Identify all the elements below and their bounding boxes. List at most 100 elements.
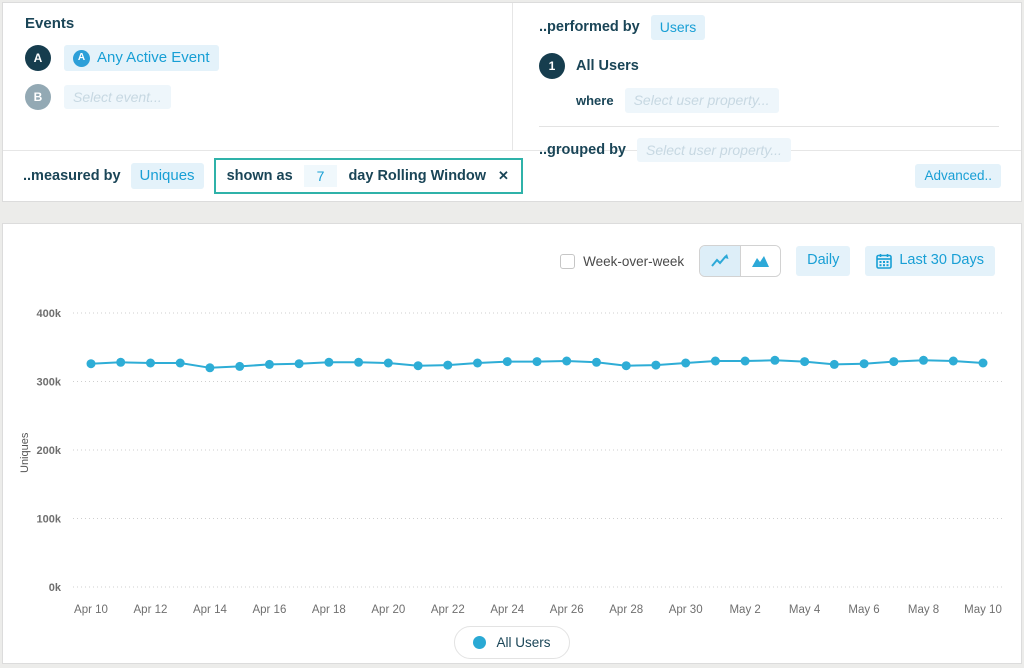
chart-area: Uniques 0k 100k 200k 300k 400k Apr 10 Apr 12 Ap…: [3, 285, 1021, 626]
data-point[interactable]: [264, 359, 274, 369]
data-point[interactable]: [889, 357, 899, 367]
svg-text:Apr 14: Apr 14: [193, 604, 227, 616]
data-point[interactable]: [175, 358, 185, 368]
performed-by-row: ..performed by Users: [539, 15, 999, 40]
chart-type-toggle: [699, 245, 782, 277]
legend-dot-icon: [473, 636, 487, 649]
svg-text:100k: 100k: [37, 514, 62, 526]
performed-by-selector[interactable]: Users: [650, 15, 706, 40]
data-point[interactable]: [502, 357, 512, 367]
svg-text:Apr 16: Apr 16: [252, 604, 286, 616]
grouped-by-selector[interactable]: Select user property...: [637, 137, 791, 163]
area-chart-toggle[interactable]: [740, 246, 781, 276]
user-group-badge: 1: [539, 52, 565, 79]
data-point[interactable]: [919, 355, 928, 365]
chart-host: 0k 100k 200k 300k 400k Apr 10 Apr 12 Apr 14 Apr …: [3, 285, 1021, 626]
data-point[interactable]: [324, 357, 334, 367]
svg-text:Apr 10: Apr 10: [74, 604, 108, 616]
measured-by-selector[interactable]: Uniques: [130, 163, 204, 189]
event-selector-b[interactable]: Select event...: [64, 84, 171, 110]
calendar-icon: [876, 253, 893, 269]
rolling-window-label: day Rolling Window: [348, 168, 487, 184]
svg-text:300k: 300k: [37, 377, 62, 389]
svg-text:Apr 12: Apr 12: [134, 604, 168, 616]
data-point[interactable]: [413, 361, 423, 371]
data-point[interactable]: [116, 357, 126, 367]
any-event-icon: A: [73, 49, 90, 67]
svg-text:May 6: May 6: [848, 604, 879, 616]
data-point[interactable]: [354, 357, 364, 367]
close-icon[interactable]: ✕: [498, 168, 509, 183]
data-point[interactable]: [859, 359, 869, 369]
svg-text:200k: 200k: [37, 445, 62, 457]
measured-by-label: ..measured by: [23, 168, 121, 184]
date-range-label: Last 30 Days: [899, 252, 984, 269]
svg-text:May 2: May 2: [729, 604, 760, 616]
events-title: Events: [25, 15, 75, 32]
svg-text:May 8: May 8: [908, 604, 939, 616]
data-point[interactable]: [978, 358, 988, 368]
advanced-button[interactable]: Advanced..: [915, 163, 1001, 189]
event-badge-a: A: [25, 45, 51, 71]
rolling-window-value-input[interactable]: 7: [303, 165, 338, 187]
data-point[interactable]: [86, 359, 96, 369]
data-point[interactable]: [294, 359, 304, 369]
grouped-by-label: ..grouped by: [539, 141, 626, 158]
svg-text:400k: 400k: [37, 308, 62, 320]
data-point[interactable]: [651, 360, 661, 370]
data-point[interactable]: [621, 361, 631, 371]
area-chart-icon: [751, 256, 769, 267]
event-selector-a[interactable]: A Any Active Event: [64, 45, 219, 71]
data-point[interactable]: [800, 357, 810, 367]
data-point[interactable]: [681, 358, 691, 368]
events-section: Events A A Any Active Event B Select eve…: [3, 3, 513, 150]
data-point[interactable]: [948, 356, 958, 366]
performed-by-label: ..performed by: [539, 19, 640, 36]
svg-text:Apr 22: Apr 22: [431, 604, 465, 616]
y-axis-label: Uniques: [19, 432, 31, 473]
data-point[interactable]: [710, 356, 720, 366]
where-row: where Select user property...: [576, 87, 999, 113]
week-over-week-toggle[interactable]: Week-over-week: [560, 253, 684, 269]
data-point[interactable]: [532, 357, 542, 367]
data-point[interactable]: [443, 360, 453, 370]
grouped-by-row: ..grouped by Select user property...: [539, 137, 999, 163]
chart-controls: Week-over-week Daily: [3, 224, 1021, 277]
measured-by-bar: ..measured by Uniques shown as 7 day Rol…: [3, 150, 1021, 201]
svg-text:Apr 28: Apr 28: [609, 604, 643, 616]
query-builder-top: Events A A Any Active Event B Select eve…: [3, 3, 1021, 163]
legend-row: All Users: [3, 626, 1021, 659]
line-chart-toggle[interactable]: [700, 246, 741, 276]
event-row-b: B Select event...: [25, 84, 512, 110]
svg-text:Apr 26: Apr 26: [550, 604, 584, 616]
data-point[interactable]: [770, 355, 780, 365]
data-point[interactable]: [592, 357, 601, 367]
svg-text:0k: 0k: [49, 582, 62, 594]
svg-text:May 4: May 4: [789, 604, 821, 616]
query-builder-card: Events A A Any Active Event B Select eve…: [2, 2, 1022, 202]
where-property-selector[interactable]: Select user property...: [624, 87, 779, 113]
legend-all-users[interactable]: All Users: [454, 626, 570, 659]
interval-selector[interactable]: Daily: [796, 246, 851, 276]
shown-as-label: shown as: [226, 168, 293, 184]
week-over-week-checkbox[interactable]: [560, 253, 576, 269]
data-point[interactable]: [829, 359, 839, 369]
event-row-a: A A Any Active Event: [25, 45, 512, 71]
svg-text:Apr 18: Apr 18: [312, 604, 346, 616]
svg-text:Apr 24: Apr 24: [490, 604, 524, 616]
where-label: where: [576, 92, 614, 108]
data-point[interactable]: [146, 358, 155, 368]
event-badge-b: B: [25, 84, 51, 110]
data-point[interactable]: [473, 358, 482, 368]
line-chart-icon: [711, 254, 729, 267]
svg-text:May 10: May 10: [964, 604, 1002, 616]
chart-card: Week-over-week Daily: [2, 223, 1022, 664]
data-point[interactable]: [383, 358, 393, 368]
data-point[interactable]: [562, 356, 572, 366]
date-range-selector[interactable]: Last 30 Days: [865, 246, 995, 276]
data-point[interactable]: [235, 361, 245, 371]
event-selector-a-label: Any Active Event: [97, 49, 210, 66]
data-point[interactable]: [205, 363, 215, 373]
data-point[interactable]: [740, 356, 750, 366]
